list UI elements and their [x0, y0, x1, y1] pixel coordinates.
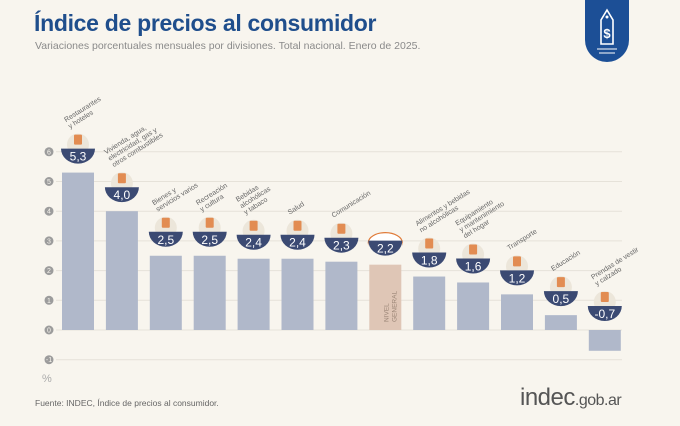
category-label: Prendas de vestiry calzado: [590, 246, 644, 288]
label-line: Comunicación: [331, 190, 372, 219]
value-badge: [61, 148, 95, 164]
label-line: Salud: [287, 201, 306, 216]
icon-accent: [337, 223, 346, 234]
icon-accent: [161, 217, 170, 228]
category-label: Transporte: [506, 228, 538, 252]
icon-accent: [117, 173, 126, 184]
bar: [281, 258, 314, 330]
label-line: GENERAL: [391, 291, 398, 322]
bar: [544, 315, 577, 330]
icon-accent: [556, 277, 565, 288]
value-label: 2,5: [201, 233, 218, 247]
bar: [62, 172, 94, 330]
icon-accent: [600, 292, 609, 302]
source-note: Fuente: INDEC, Índice de precios al cons…: [35, 398, 219, 408]
icon-accent: [205, 217, 214, 228]
category-label: Salud: [287, 201, 306, 216]
category-label: Educación: [550, 250, 582, 273]
general-level-label: NIVELGENERAL: [383, 291, 398, 322]
value-badge: [192, 231, 227, 247]
value-badge: [412, 252, 447, 268]
value-badge: [456, 258, 491, 274]
y-tick-label: 1: [47, 298, 51, 305]
label-line: NIVEL: [383, 303, 390, 322]
y-tick-dot: [44, 177, 54, 186]
bar: [149, 255, 182, 330]
category-label: Equipamientoy mantenimientodel hogar: [455, 194, 510, 240]
icon-accent: [469, 244, 478, 255]
icon-accent: [293, 220, 302, 231]
icon-accent: [74, 134, 82, 145]
value-badge: [104, 187, 139, 203]
indec-logo[interactable]: indec.gob.ar: [520, 384, 622, 412]
value-label: 1,6: [465, 259, 482, 273]
bar: [457, 282, 490, 330]
icon-accent: [513, 256, 521, 267]
y-tick-dot: [44, 147, 54, 157]
y-tick-label: 4: [47, 209, 51, 216]
bar: [413, 276, 446, 330]
value-label: 1,2: [509, 271, 526, 285]
value-label: 4,0: [114, 188, 131, 202]
value-badge: [543, 291, 578, 307]
value-badge: [500, 270, 534, 286]
value-badge: [148, 231, 183, 247]
category-label: Comunicación: [331, 190, 372, 219]
bar: [501, 294, 533, 330]
bar: [588, 330, 621, 351]
bar: [325, 261, 358, 330]
y-tick-label: 6: [47, 149, 51, 156]
y-tick-dot: [44, 325, 54, 335]
icon-accent: [425, 238, 434, 249]
bar: [369, 264, 402, 330]
price-tag-logo: $: [585, 0, 629, 62]
icon-accent: [249, 220, 258, 231]
category-label: Vivienda, agua,electricidad, gas yotros …: [103, 119, 165, 169]
y-tick-dot: [44, 355, 54, 365]
y-tick-dot: [44, 266, 54, 276]
y-axis-unit: %: [42, 373, 52, 385]
y-tick-label: 2: [47, 268, 51, 275]
value-badge: [368, 240, 403, 256]
value-badge: [280, 234, 315, 250]
y-tick-label: -1: [46, 357, 52, 364]
value-label: 2,3: [333, 239, 350, 253]
label-line: Educación: [550, 250, 582, 273]
category-label: Recreacióny cultura: [195, 182, 233, 213]
bar: [105, 211, 138, 330]
svg-text:$: $: [603, 26, 611, 41]
y-tick-label: 3: [47, 238, 51, 245]
value-label: 2,4: [289, 236, 306, 250]
label-line: Transporte: [506, 228, 538, 252]
bar: [237, 258, 270, 330]
page-title: Índice de precios al consumidor: [34, 10, 377, 36]
value-label: -0,7: [594, 307, 615, 321]
y-tick-label: 5: [47, 179, 51, 186]
y-tick-dot: [44, 236, 54, 246]
brand-suffix: .gob.ar: [574, 392, 622, 409]
value-label: 2,4: [245, 236, 262, 250]
value-label: 2,5: [157, 233, 174, 247]
y-tick-dot: [44, 295, 54, 305]
value-label: 1,8: [421, 254, 438, 268]
value-badge: [324, 237, 359, 253]
value-badge: [587, 306, 622, 322]
value-label: 2,2: [377, 242, 394, 256]
value-badge: [236, 234, 271, 250]
page-subtitle: Variaciones porcentuales mensuales por d…: [35, 40, 421, 52]
y-tick-label: 0: [47, 328, 51, 335]
category-label: Restaurantesy hoteles: [63, 96, 106, 131]
y-tick-dot: [44, 206, 54, 216]
bar: [193, 255, 226, 330]
brand-main: indec: [520, 384, 575, 411]
value-label: 5,3: [70, 150, 87, 164]
price-tag-icon: $: [597, 8, 617, 54]
value-label: 0,5: [553, 292, 570, 306]
